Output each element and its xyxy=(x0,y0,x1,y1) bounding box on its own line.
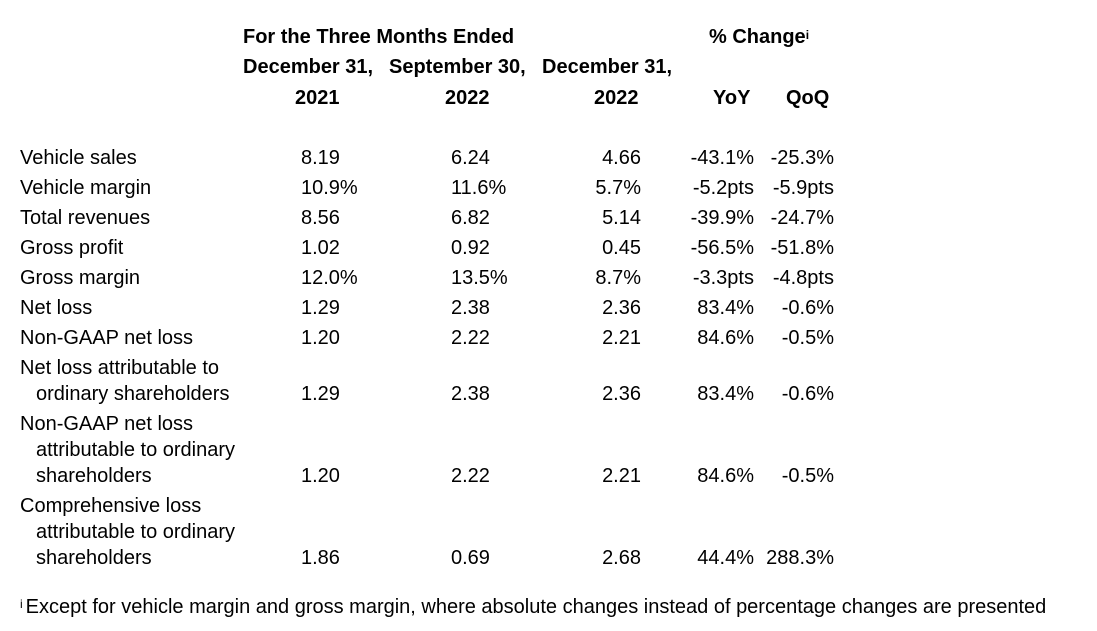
row-label-line: shareholders xyxy=(36,465,152,487)
value-sep-2022: 6.82 xyxy=(451,207,490,229)
value-qoq: 288.3% xyxy=(766,547,834,569)
value-qoq: -51.8% xyxy=(770,237,834,259)
date-header-2: September 30, xyxy=(389,56,526,78)
footnote-text: Except for vehicle margin and gross marg… xyxy=(25,596,1047,618)
value-dec-2021: 8.19 xyxy=(301,147,340,169)
value-yoy: -5.2pts xyxy=(692,177,754,199)
row-label-line: Net loss attributable to xyxy=(20,357,219,379)
value-dec-2022: 2.21 xyxy=(602,465,641,487)
value-sep-2022: 2.22 xyxy=(451,465,490,487)
value-sep-2022: 2.38 xyxy=(451,383,490,405)
value-dec-2021: 1.29 xyxy=(301,297,340,319)
value-dec-2021: 1.86 xyxy=(301,547,340,569)
row-label-line: Total revenues xyxy=(20,207,151,229)
qoq-header: QoQ xyxy=(786,87,830,109)
value-yoy: 83.4% xyxy=(697,297,754,319)
value-sep-2022: 0.69 xyxy=(451,547,490,569)
value-yoy: 84.6% xyxy=(697,327,754,349)
date-header-3: December 31, xyxy=(542,56,673,78)
row-label-line: Vehicle sales xyxy=(20,147,137,169)
value-yoy: 83.4% xyxy=(697,383,754,405)
value-sep-2022: 11.6% xyxy=(451,177,507,199)
value-dec-2022: 2.68 xyxy=(602,547,641,569)
change-header-label: % Change xyxy=(709,26,806,48)
row-label-line: Vehicle margin xyxy=(20,177,152,199)
footnote: i Except for vehicle margin and gross mar… xyxy=(20,595,1046,619)
value-dec-2022: 2.21 xyxy=(602,327,641,349)
row-label: Net loss attributable to ordinary shareho… xyxy=(20,355,229,407)
row-label: Non-GAAP net loss xyxy=(20,325,193,351)
value-qoq: -0.5% xyxy=(781,465,834,487)
group-header: For the Three Months Ended xyxy=(243,26,515,48)
value-dec-2021: 10.9% xyxy=(301,177,358,199)
value-sep-2022: 6.24 xyxy=(451,147,490,169)
row-label: Vehicle margin xyxy=(20,175,151,201)
row-label-line: shareholders xyxy=(36,547,152,569)
row-label: Net loss xyxy=(20,295,92,321)
row-label-line: Net loss xyxy=(20,297,93,319)
row-label-line: attributable to ordinary xyxy=(36,439,236,461)
row-label-line: Non-GAAP net loss xyxy=(20,327,194,349)
value-sep-2022: 2.22 xyxy=(451,327,490,349)
value-yoy: 44.4% xyxy=(697,547,754,569)
value-sep-2022: 2.38 xyxy=(451,297,490,319)
footnote-marker: i xyxy=(20,597,23,611)
value-yoy: -39.9% xyxy=(690,207,754,229)
value-qoq: -0.6% xyxy=(781,297,834,319)
value-dec-2022: 2.36 xyxy=(602,383,641,405)
value-sep-2022: 0.92 xyxy=(451,237,490,259)
row-label: Total revenues xyxy=(20,205,150,231)
yoy-header: YoY xyxy=(713,87,751,109)
value-yoy: -3.3pts xyxy=(692,267,754,289)
value-dec-2021: 12.0% xyxy=(301,267,358,289)
value-dec-2021: 1.02 xyxy=(301,237,340,259)
value-qoq: -0.6% xyxy=(781,383,834,405)
row-label-line: Gross margin xyxy=(20,267,141,289)
value-dec-2022: 8.7% xyxy=(595,267,641,289)
year-header-1: 2021 xyxy=(295,87,340,109)
row-label-line: Gross profit xyxy=(20,237,124,259)
value-dec-2021: 1.20 xyxy=(301,465,340,487)
footnote-marker: i xyxy=(805,28,810,42)
value-qoq: -0.5% xyxy=(781,327,834,349)
row-label: Vehicle sales xyxy=(20,145,137,171)
row-label-line: ordinary shareholders xyxy=(36,383,230,405)
year-header-2: 2022 xyxy=(445,87,490,109)
value-dec-2021: 1.29 xyxy=(301,383,340,405)
row-label: Gross profit xyxy=(20,235,123,261)
value-dec-2022: 2.36 xyxy=(602,297,641,319)
value-dec-2022: 5.14 xyxy=(602,207,641,229)
row-label-line: Comprehensive loss xyxy=(20,495,202,517)
value-yoy: -56.5% xyxy=(690,237,754,259)
value-dec-2022: 5.7% xyxy=(595,177,641,199)
row-label: Gross margin xyxy=(20,265,140,291)
year-header-3: 2022 xyxy=(594,87,639,109)
value-dec-2021: 8.56 xyxy=(301,207,340,229)
value-yoy: 84.6% xyxy=(697,465,754,487)
value-yoy: -43.1% xyxy=(690,147,754,169)
row-label-line: attributable to ordinary xyxy=(36,521,236,543)
value-dec-2021: 1.20 xyxy=(301,327,340,349)
change-header: % Changei xyxy=(709,25,809,49)
row-label: Comprehensive loss attributable to ordina… xyxy=(20,493,235,571)
value-dec-2022: 4.66 xyxy=(602,147,641,169)
value-dec-2022: 0.45 xyxy=(602,237,641,259)
value-qoq: -4.8pts xyxy=(772,267,834,289)
value-qoq: -24.7% xyxy=(770,207,834,229)
row-label-line: Non-GAAP net loss xyxy=(20,413,194,435)
row-label: Non-GAAP net loss attributable to ordinar… xyxy=(20,411,235,489)
date-header-1: December 31, xyxy=(243,56,374,78)
value-qoq: -5.9pts xyxy=(772,177,834,199)
value-qoq: -25.3% xyxy=(770,147,834,169)
value-sep-2022: 13.5% xyxy=(451,267,508,289)
